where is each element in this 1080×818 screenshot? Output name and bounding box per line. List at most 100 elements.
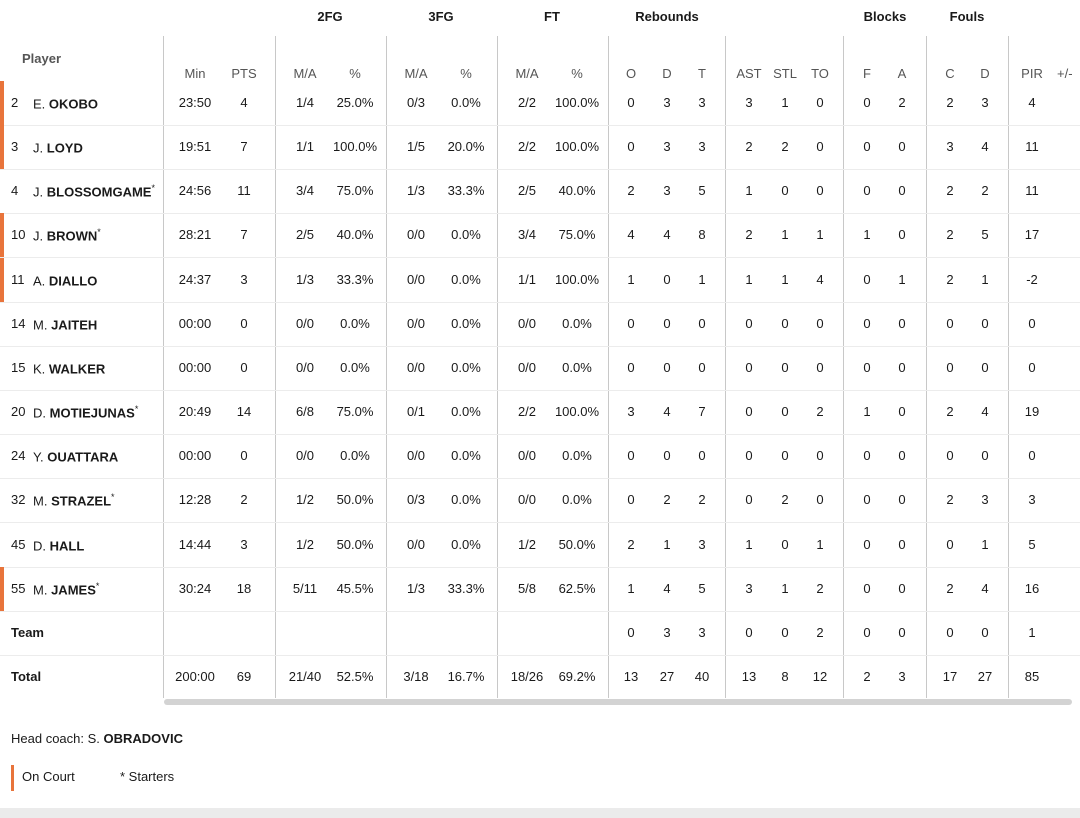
- starters-legend-label: * Starters: [120, 769, 175, 784]
- player-name-link[interactable]: D. HALL: [33, 537, 84, 553]
- player-name-link[interactable]: M. STRAZEL*: [33, 492, 115, 508]
- player-number: 45: [11, 536, 26, 552]
- cell-pts: 2: [240, 492, 248, 508]
- player-name-link[interactable]: Y. OUATTARA: [33, 448, 118, 465]
- cell-reb-t: 5: [698, 580, 706, 596]
- cell-blk-f: 1: [863, 404, 871, 420]
- horizontal-scrollbar[interactable]: [164, 699, 1072, 705]
- column-divider: [163, 36, 164, 698]
- cell-fouls-d: 4: [981, 139, 989, 155]
- cell-blk-f: 0: [863, 139, 871, 155]
- cell-min: 00:00: [178, 448, 212, 464]
- cell-reb-d: 4: [663, 580, 671, 596]
- row-divider: [0, 610, 1080, 612]
- row-divider: [0, 654, 1080, 656]
- row-divider: [0, 389, 1080, 391]
- cell-fouls-d: 27: [977, 668, 993, 684]
- row-divider: [0, 257, 1080, 259]
- cell-pir: 11: [1025, 183, 1039, 199]
- cell-blk-a: 0: [898, 580, 906, 596]
- cell-reb-o: 2: [627, 183, 635, 199]
- cell-blk-a: 0: [898, 359, 906, 375]
- player-name-link[interactable]: J. BLOSSOMGAME*: [33, 183, 155, 199]
- cell-ft-ma: 0/0: [517, 315, 537, 331]
- player-number: 14: [11, 315, 26, 331]
- cell-3fg-pct: 0.0%: [451, 315, 481, 331]
- player-number: 32: [11, 492, 26, 508]
- cell-ft-ma: 2/2: [517, 95, 537, 110]
- col-header-reb-o: O: [625, 66, 637, 81]
- cell-ast: 3: [745, 95, 753, 110]
- cell-ft-ma: 2/5: [517, 183, 537, 199]
- cell-reb-t: 2: [698, 492, 706, 508]
- player-surname: JAITEH: [51, 317, 98, 333]
- cell-ft-pct: 100.0%: [554, 271, 600, 287]
- cell-reb-o: 3: [627, 404, 635, 420]
- col-header-to: TO: [811, 66, 829, 81]
- cell-reb-t: 3: [698, 139, 706, 155]
- cell-stl: 0: [781, 359, 789, 375]
- col-header-2fg-pct: %: [349, 66, 361, 81]
- cell-ft-pct: 40.0%: [558, 183, 596, 199]
- cell-stl: 0: [781, 404, 789, 420]
- starter-mark: *: [97, 227, 101, 238]
- cell-reb-t: 1: [698, 271, 706, 287]
- cell-min: 12:28: [178, 492, 212, 508]
- player-initial: M.: [33, 317, 48, 333]
- cell-3fg-pct: 20.0%: [447, 139, 485, 155]
- cell-fouls-d: 2: [981, 183, 989, 199]
- col-header-blk-a: A: [897, 66, 907, 81]
- cell-pts: 4: [240, 95, 248, 110]
- player-name-link[interactable]: M. JAMES*: [33, 581, 99, 597]
- cell-min: 24:56: [178, 183, 212, 199]
- cell-stl: 0: [781, 183, 789, 199]
- cell-blk-a: 0: [898, 227, 906, 243]
- cell-min: 00:00: [178, 359, 212, 375]
- cell-min: 28:21: [178, 227, 212, 243]
- column-divider: [725, 36, 726, 698]
- player-number: 15: [11, 359, 26, 375]
- starter-mark: *: [111, 492, 115, 503]
- cell-pts: 11: [237, 183, 251, 199]
- cell-pir: 0: [1028, 448, 1036, 464]
- cell-fouls-c: 0: [946, 448, 954, 464]
- cell-blk-a: 0: [898, 315, 906, 331]
- cell-pir: 3: [1028, 492, 1036, 508]
- cell-pir: 0: [1028, 359, 1036, 375]
- cell-ft-ma: 5/8: [517, 580, 537, 596]
- cell-fouls-c: 0: [946, 359, 954, 375]
- cell-ast: 13: [741, 668, 757, 684]
- col-header-ft-pct: %: [571, 66, 583, 81]
- cell-fouls-d: 1: [981, 271, 989, 287]
- cell-reb-o: 1: [627, 271, 635, 287]
- on-court-indicator: [0, 213, 4, 258]
- player-name-link[interactable]: D. MOTIEJUNAS*: [33, 404, 138, 420]
- player-name-link[interactable]: M. JAITEH: [33, 316, 97, 332]
- player-row: 45 D. HALL 14:44 3 1/2 50.0% 0/0 0.0% 1/2 50.0% 2 1…: [0, 523, 1080, 567]
- cell-3fg-pct: 0.0%: [451, 271, 481, 287]
- player-row: 11 A. DIALLO 24:37 3 1/3 33.3% 0/0 0.0% 1/1 100.0…: [0, 257, 1080, 302]
- cell-2fg-pct: 0.0%: [340, 359, 370, 375]
- cell-ft-ma: 1/1: [517, 271, 537, 287]
- col-header-pts: PTS: [231, 66, 257, 81]
- player-name-link[interactable]: A. DIALLO: [33, 272, 97, 288]
- player-name-link[interactable]: J. BROWN*: [33, 227, 101, 243]
- cell-pir: 16: [1024, 580, 1040, 596]
- cell-2fg-ma: 1/2: [295, 492, 315, 508]
- cell-reb-t: 7: [698, 404, 706, 420]
- cell-fouls-d: 0: [981, 359, 989, 375]
- column-divider: [275, 36, 276, 698]
- player-name-link[interactable]: K. WALKER: [33, 360, 105, 376]
- cell-ast: 0: [745, 624, 753, 640]
- row-divider: [0, 345, 1080, 347]
- cell-fouls-c: 2: [946, 492, 954, 508]
- cell-reb-o: 0: [627, 359, 635, 375]
- player-name-link[interactable]: J. LOYD: [33, 139, 83, 155]
- cell-fouls-c: 2: [946, 183, 954, 199]
- cell-stl: 2: [781, 492, 789, 508]
- player-name-link[interactable]: E. OKOBO: [33, 95, 98, 111]
- cell-fouls-c: 0: [946, 536, 954, 552]
- cell-fouls-d: 0: [981, 315, 989, 331]
- cell-2fg-pct: 75.0%: [336, 404, 374, 420]
- cell-reb-d: 3: [663, 95, 671, 110]
